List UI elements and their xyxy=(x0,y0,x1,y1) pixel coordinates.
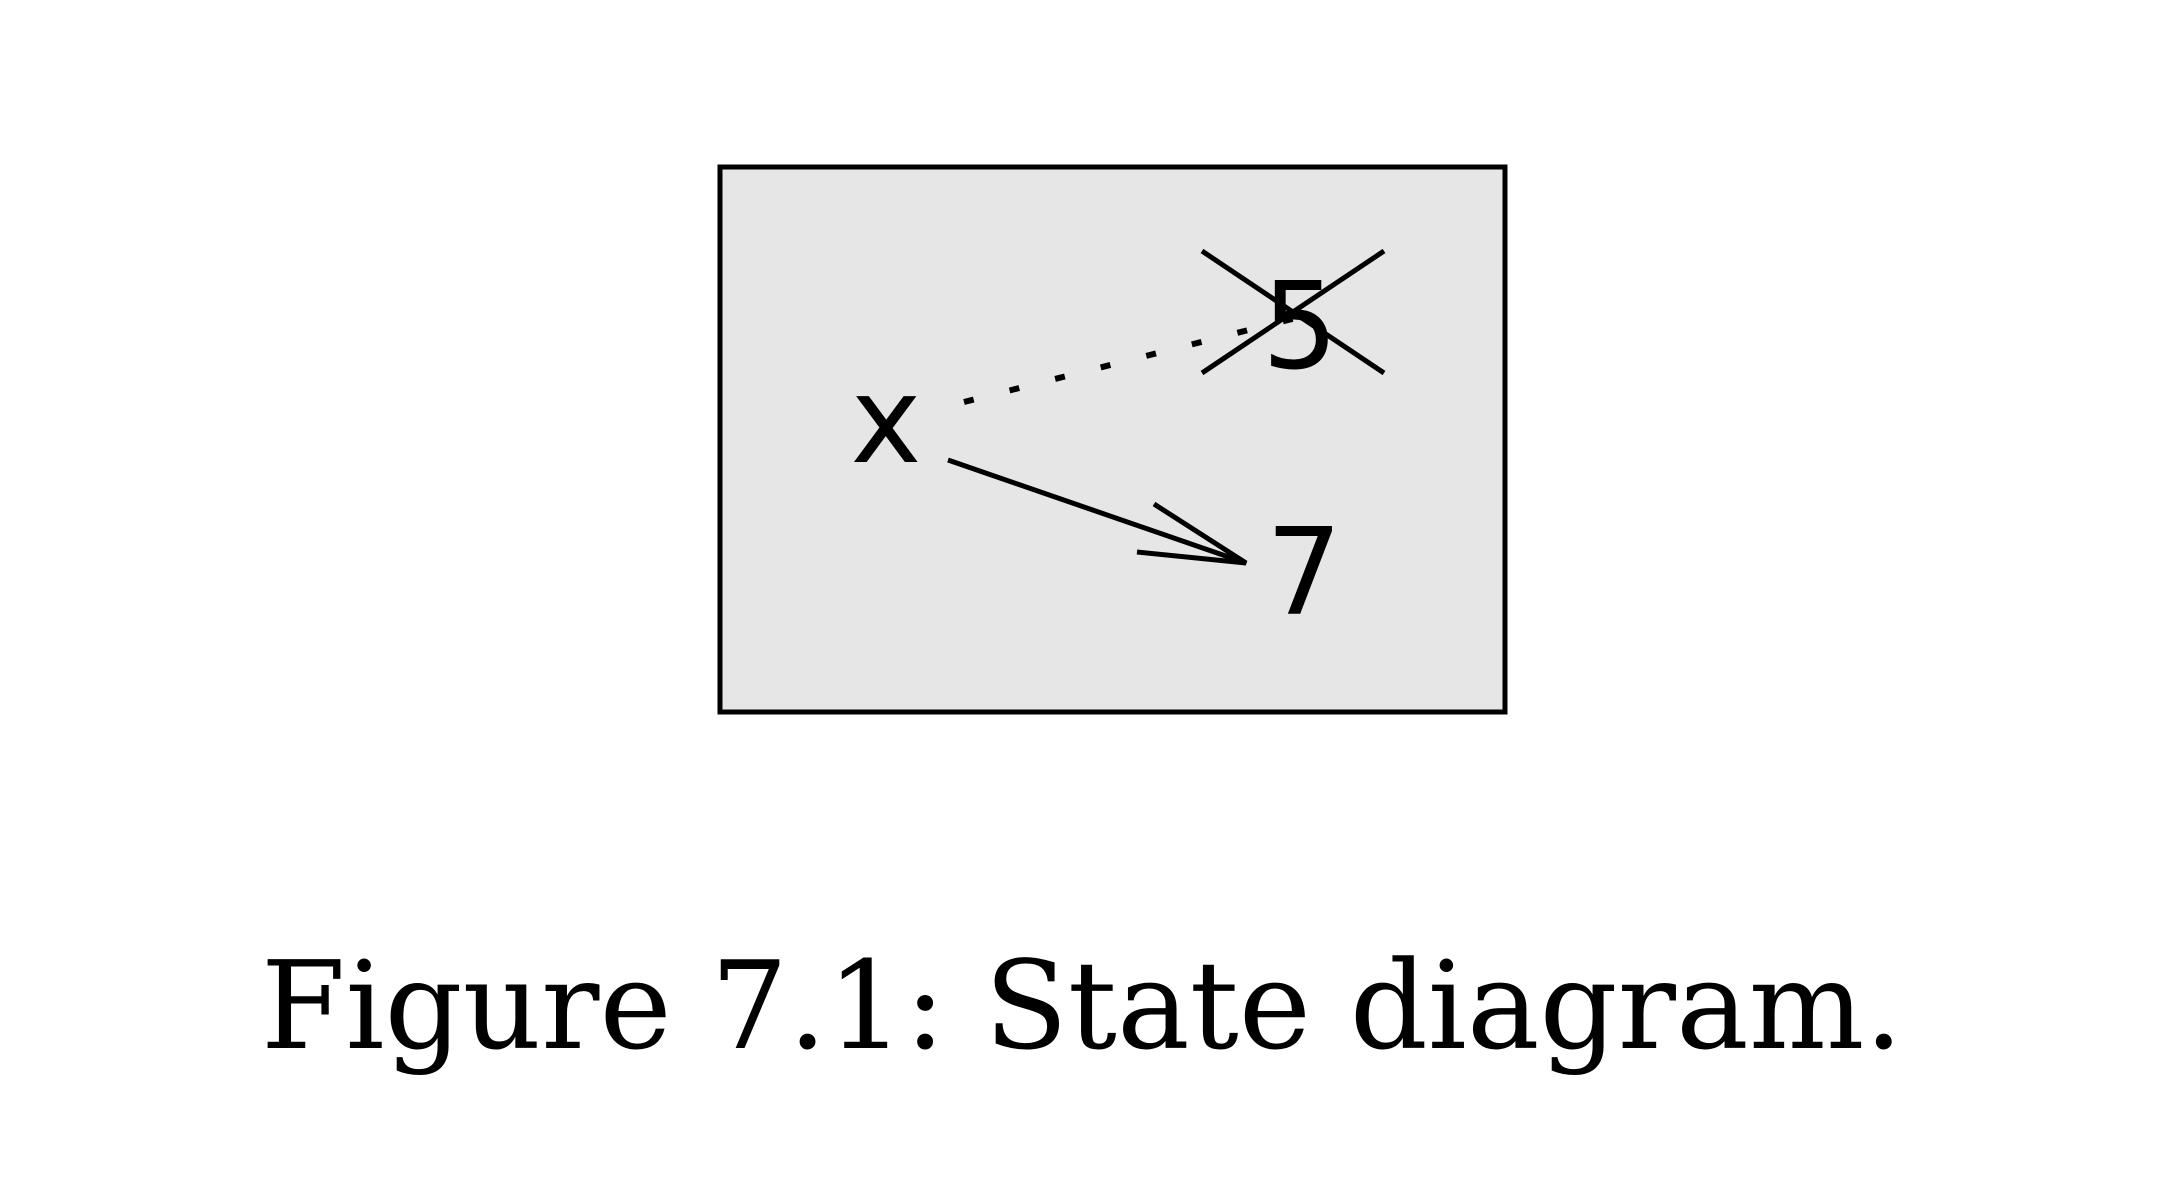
reference-arrow-shaft xyxy=(947,457,1247,566)
new-value: 7 xyxy=(1266,504,1342,643)
old-reference-dotted-arrow xyxy=(963,314,1301,405)
variable-name: x xyxy=(850,352,921,491)
strike-line-2 xyxy=(1200,248,1386,376)
figure-caption: Figure 7.1: State diagram. xyxy=(260,935,1904,1077)
reference-arrow-head xyxy=(1136,501,1248,566)
old-value: 5 xyxy=(1262,258,1338,397)
frame-box xyxy=(717,164,1508,715)
